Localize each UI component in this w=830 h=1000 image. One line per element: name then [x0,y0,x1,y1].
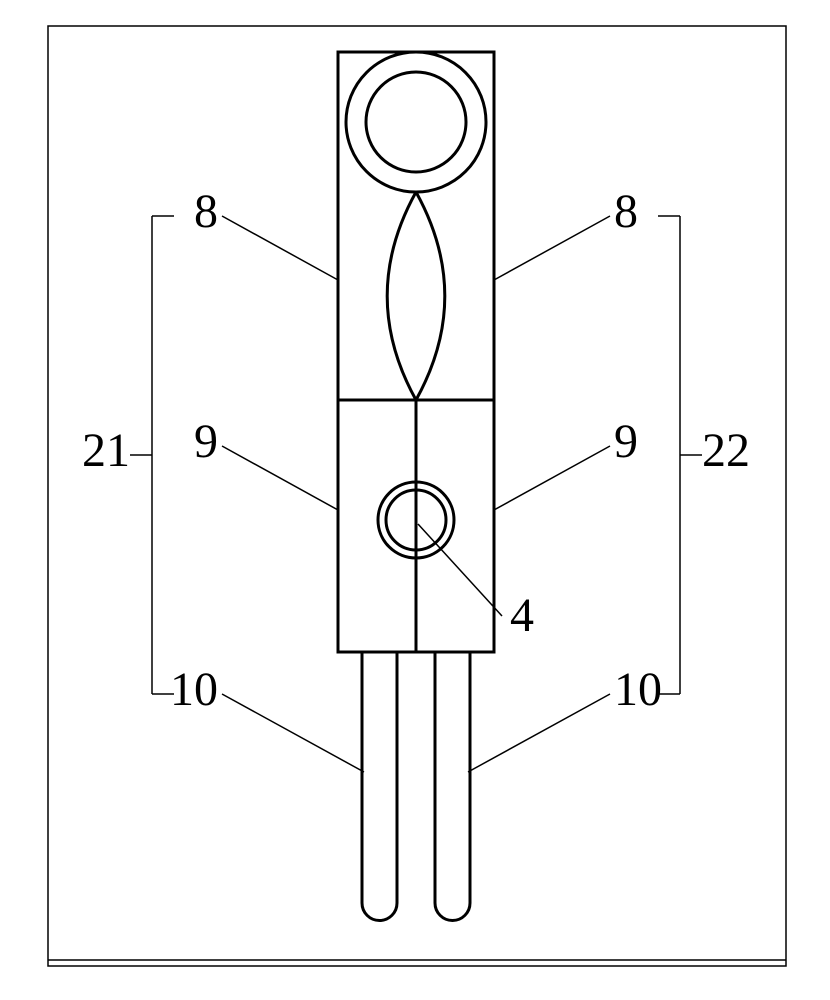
label-9-right-leader [494,446,610,510]
label-8-left-leader [222,216,338,280]
label-8-right-leader [494,216,610,280]
label-4-leader [418,524,502,616]
label-10-left-leader [222,694,364,772]
label-8-right-label: 8 [614,185,638,238]
label-9-left-label: 9 [194,415,218,468]
bracket-21-label: 21 [82,424,130,477]
label-9-left-leader [222,446,338,510]
lens-right-arc [416,192,445,400]
lens-left-arc [387,192,416,400]
label-9-right-label: 9 [614,415,638,468]
bracket-22-label: 22 [702,424,750,477]
label-8-left-label: 8 [194,185,218,238]
top-ring-inner [366,72,466,172]
leg-left [362,652,397,921]
label-10-right-leader [468,694,610,772]
leg-right [435,652,470,921]
label-10-right-label: 10 [614,663,662,716]
label-4-label: 4 [510,589,534,642]
label-10-left-label: 10 [170,663,218,716]
